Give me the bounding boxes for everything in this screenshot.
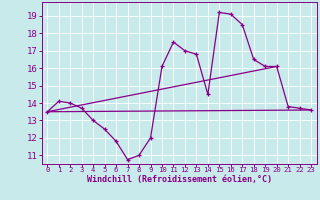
X-axis label: Windchill (Refroidissement éolien,°C): Windchill (Refroidissement éolien,°C) <box>87 175 272 184</box>
